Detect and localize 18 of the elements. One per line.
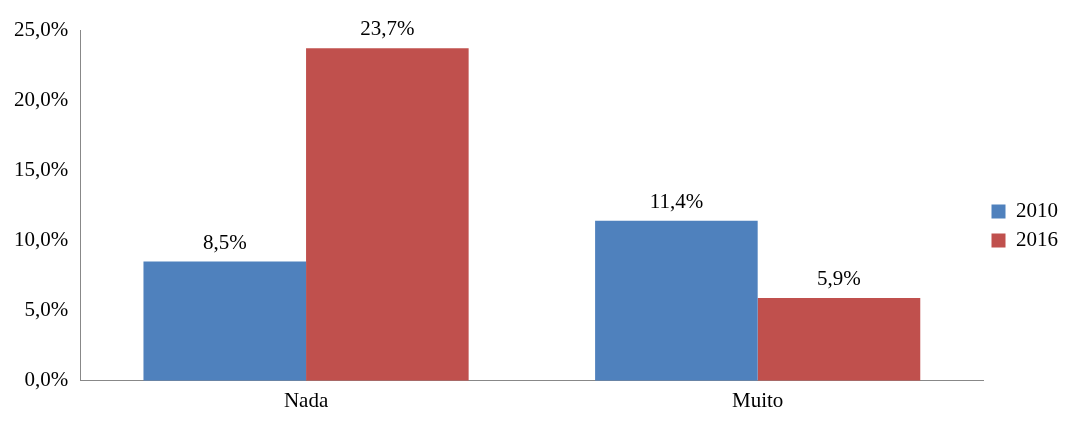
y-tick-label: 25,0% — [13, 16, 69, 41]
legend-label: 2010 — [1016, 198, 1058, 223]
data-label: 23,7% — [360, 16, 415, 41]
data-label: 5,9% — [817, 266, 861, 291]
y-tick-label: 10,0% — [13, 227, 69, 251]
bar — [143, 261, 307, 381]
bar — [306, 48, 469, 381]
y-tick-label: 15,0% — [13, 156, 69, 181]
bar — [757, 298, 921, 381]
x-tick-label: Muito — [732, 387, 784, 412]
y-tick-label: 5,0% — [24, 297, 69, 322]
y-tick-label: 0,0% — [24, 367, 69, 392]
bar — [595, 220, 758, 381]
data-label: 8,5% — [202, 229, 247, 254]
legend-label: 2016 — [1016, 227, 1058, 252]
data-label: 11,4% — [649, 188, 704, 213]
y-tick-label: 20,0% — [13, 86, 69, 111]
x-tick-label: Nada — [283, 387, 329, 412]
